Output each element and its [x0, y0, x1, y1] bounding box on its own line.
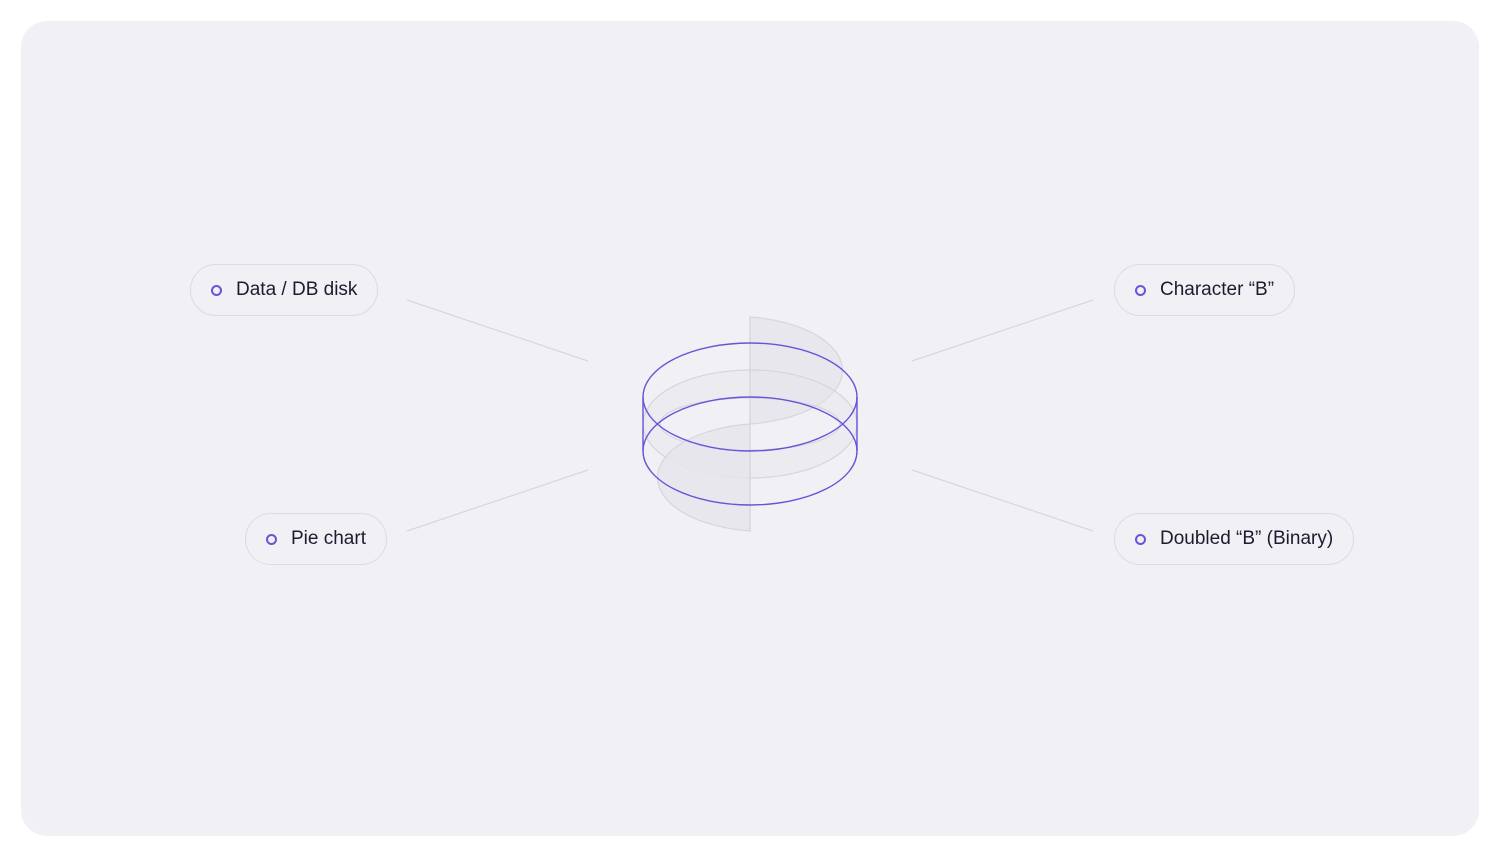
label-data-db-disk: Data / DB disk — [190, 264, 379, 316]
connector-bottom-right — [911, 469, 1094, 532]
label-pie-chart: Pie chart — [245, 513, 387, 565]
circle-outline-icon — [211, 284, 222, 296]
label-text: Character “B” — [1160, 279, 1275, 300]
circle-outline-icon — [1135, 284, 1146, 296]
label-doubled-b-binary: Doubled “B” (Binary) — [1114, 513, 1355, 565]
connector-top-right — [911, 299, 1094, 362]
circle-outline-icon — [266, 533, 277, 545]
label-character-b: Character “B” — [1114, 264, 1296, 316]
label-text: Pie chart — [291, 528, 366, 549]
connector-top-left — [406, 299, 589, 362]
circle-outline-icon — [1135, 533, 1146, 545]
label-text: Doubled “B” (Binary) — [1160, 528, 1334, 549]
label-text: Data / DB disk — [236, 279, 358, 300]
connector-bottom-left — [406, 469, 589, 532]
